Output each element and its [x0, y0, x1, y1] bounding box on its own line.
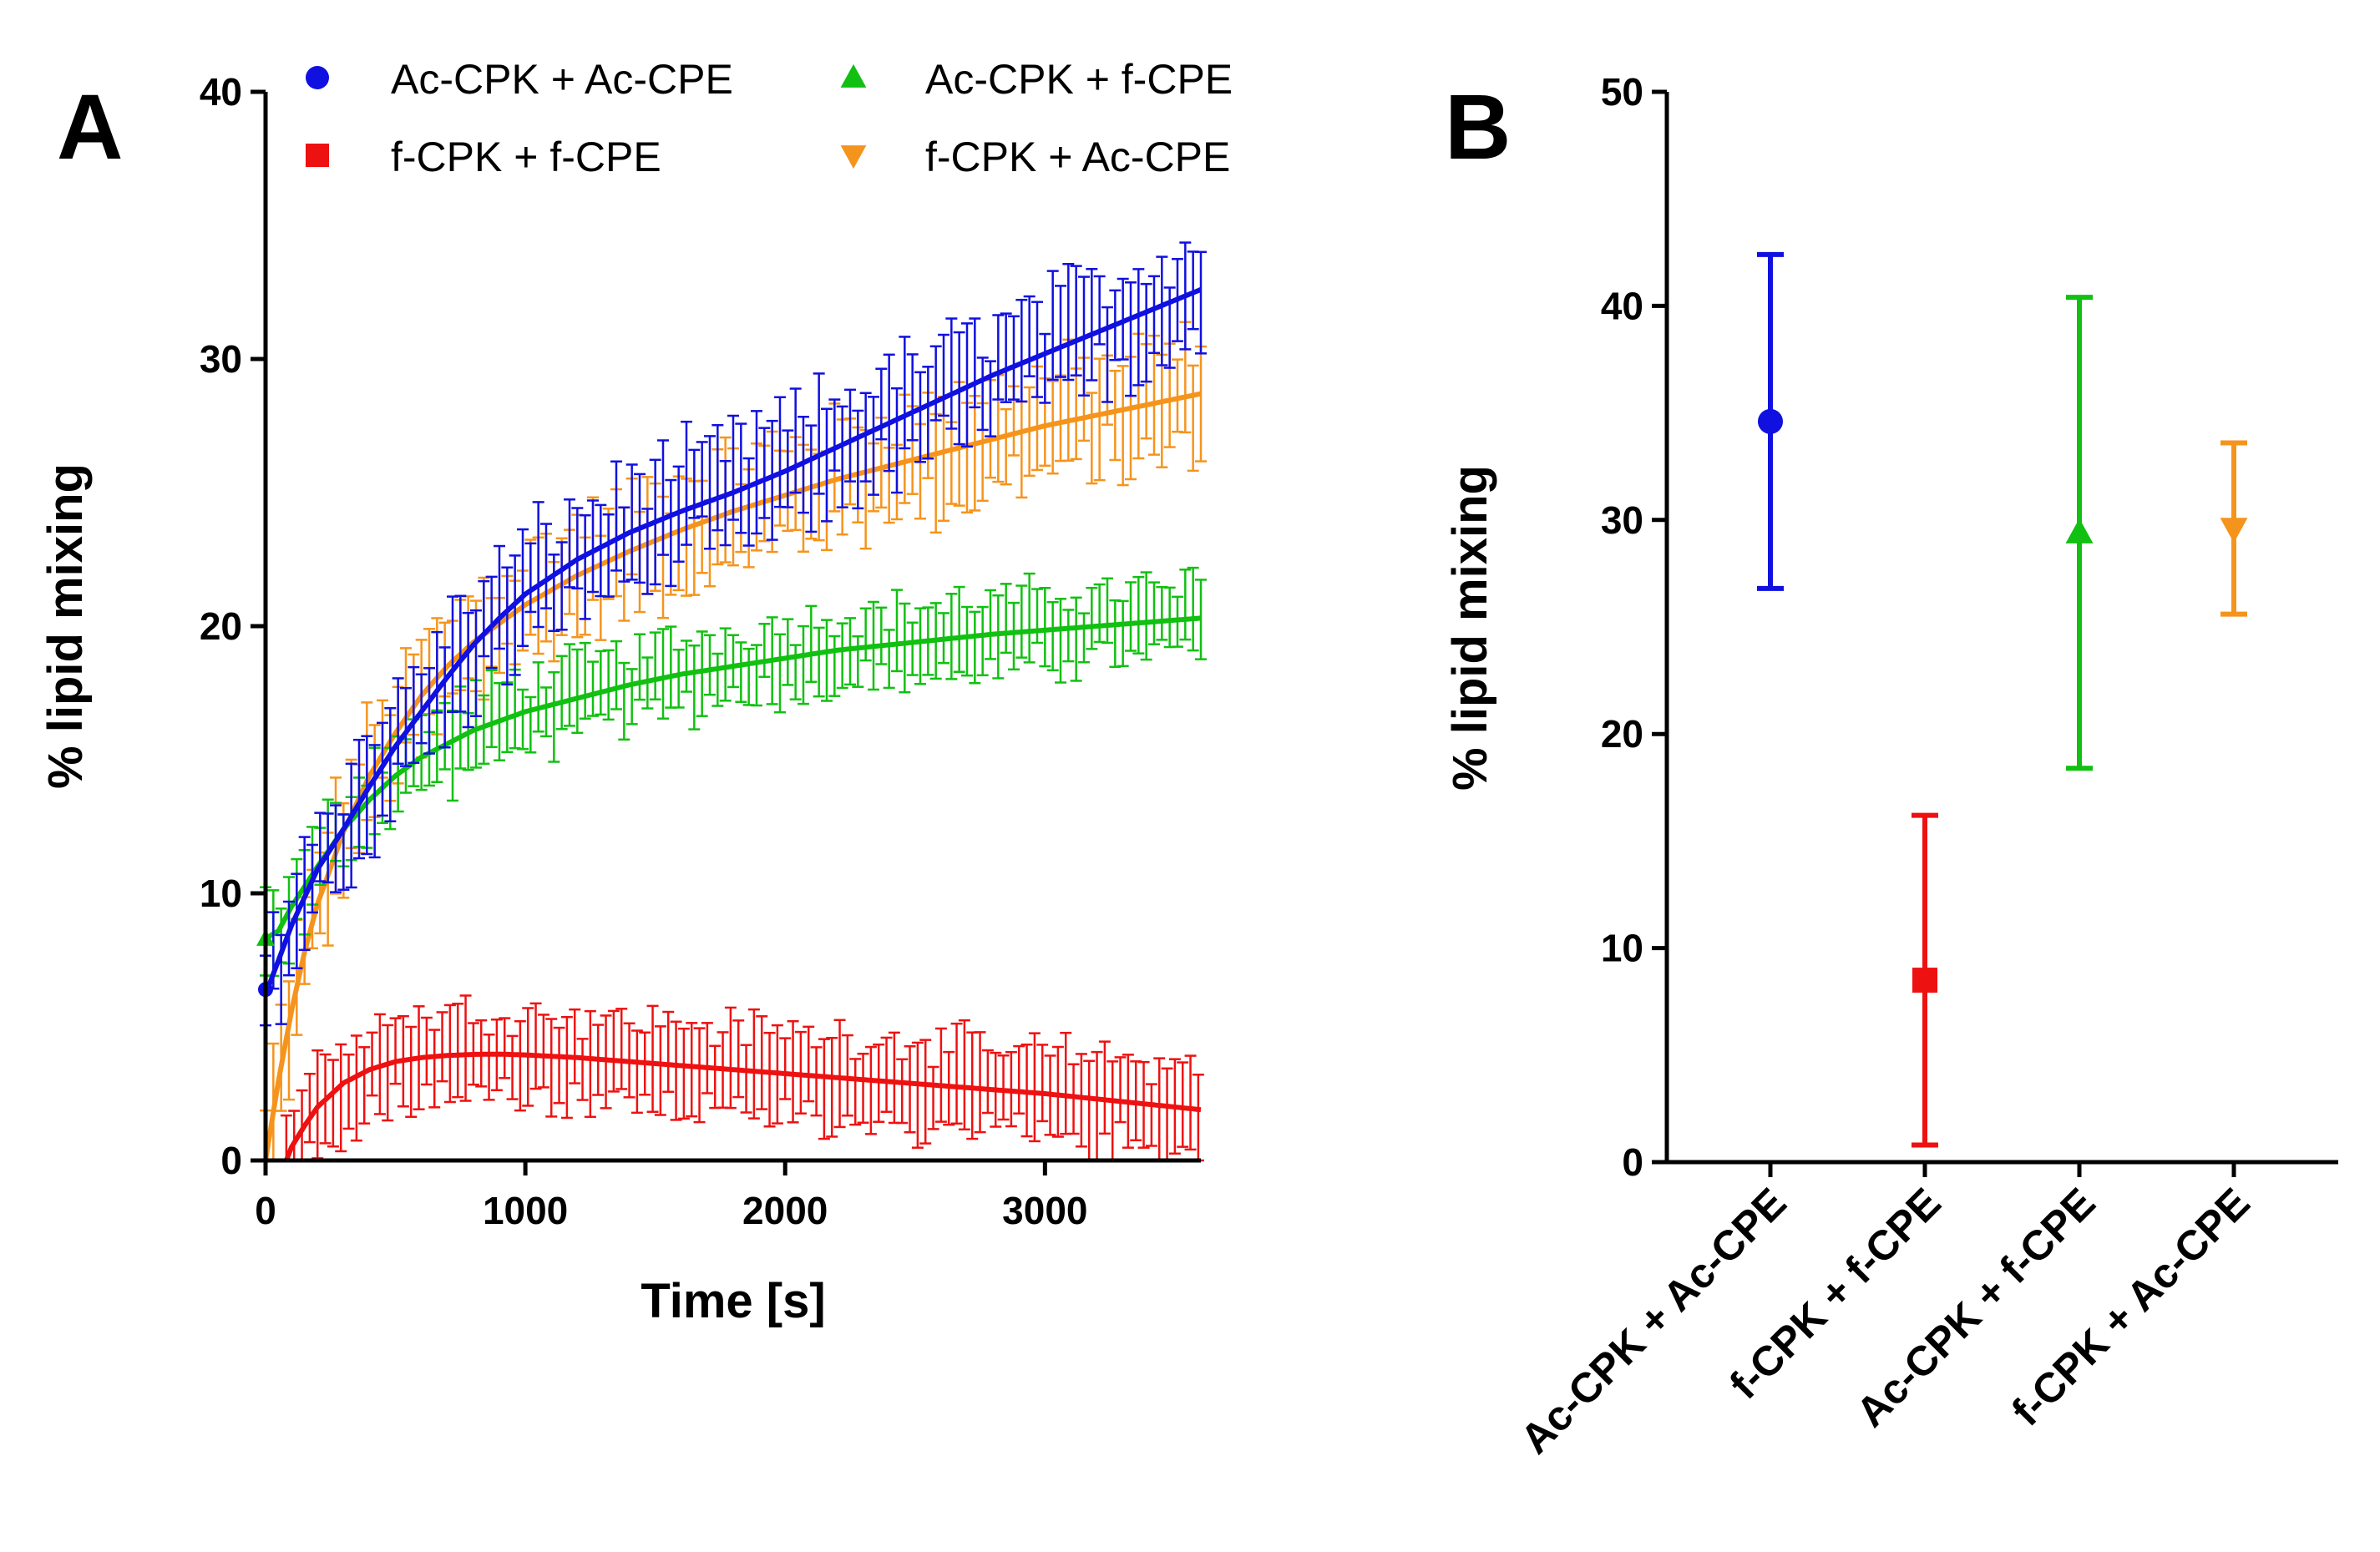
panel-b-x-ticks	[1768, 1162, 2236, 1177]
panel-a-x-ticks: 0 1000 2000 3000	[255, 1160, 1088, 1232]
y-tick-label: 40	[1601, 284, 1643, 327]
data-point-triangle-up	[2065, 518, 2094, 543]
legend-item-f-cpk-f-cpe: f-CPK + f-CPE	[306, 134, 661, 180]
data-point-circle	[1758, 408, 1783, 434]
legend-marker-circle	[306, 66, 329, 89]
point-ac-cpk-f-cpe	[2065, 295, 2094, 771]
fit-curve	[284, 1051, 1202, 1162]
legend-marker-triangle-down	[840, 145, 867, 169]
point-ac-cpk-ac-cpe	[1757, 251, 1784, 591]
x-tick-label: 0	[255, 1189, 276, 1232]
legend-item-ac-cpk-ac-cpe: Ac-CPK + Ac-CPE	[306, 56, 733, 103]
panel-b-plot-area	[1757, 251, 2248, 1148]
legend-marker-circle	[306, 66, 329, 89]
legend-label: Ac-CPK + Ac-CPE	[391, 56, 733, 103]
point-f-cpk-ac-cpe	[2220, 440, 2248, 617]
y-tick-label: 20	[200, 604, 242, 648]
legend-panel-a: Ac-CPK + Ac-CPE Ac-CPK + f-CPE f-CPK + f…	[306, 56, 1233, 180]
legend-marker-triangle-down	[840, 145, 867, 169]
legend-marker-triangle-up	[840, 63, 867, 88]
series-f-cpk-f-cpe	[280, 994, 1204, 1162]
data-point-triangle-down	[2220, 518, 2248, 543]
panel-a-x-axis-title: Time [s]	[641, 1274, 825, 1328]
y-tick-label: 50	[1601, 70, 1643, 114]
point-f-cpk-f-cpe	[1912, 812, 1938, 1148]
fit-curve	[263, 287, 1203, 996]
y-tick-label: 0	[220, 1139, 242, 1182]
y-tick-label: 10	[200, 872, 242, 915]
panel-b-y-ticks: 0 10 20 30 40 50	[1601, 70, 1667, 1184]
y-tick-label: 0	[1622, 1140, 1643, 1184]
legend-item-f-cpk-ac-cpe: f-CPK + Ac-CPE	[840, 134, 1230, 180]
legend-item-ac-cpk-f-cpe: Ac-CPK + f-CPE	[840, 56, 1233, 103]
series-ac-cpk-ac-cpe	[260, 241, 1207, 1027]
legend-label: Ac-CPK + f-CPE	[925, 56, 1233, 103]
x-tick-label: 2000	[742, 1189, 828, 1232]
y-tick-label: 30	[200, 337, 242, 381]
x-tick-label: 3000	[1002, 1189, 1087, 1232]
x-tick-label: 1000	[483, 1189, 568, 1232]
y-tick-label: 40	[200, 70, 242, 114]
panel-a-letter: A	[57, 76, 123, 179]
legend-marker-square	[306, 144, 329, 167]
legend-marker-triangle-up	[840, 63, 867, 88]
panel-b-letter: B	[1445, 76, 1511, 179]
panel-a-y-ticks: 0 10 20 30 40	[200, 70, 266, 1182]
panel-a-y-axis-title: % lipid mixing	[38, 463, 93, 789]
panel-a-plot-area	[256, 241, 1207, 1162]
legend-marker-square	[306, 144, 329, 167]
y-tick-label: 30	[1601, 498, 1643, 542]
legend-label: f-CPK + f-CPE	[391, 134, 661, 180]
y-tick-label: 10	[1601, 927, 1643, 970]
panel-b-y-axis-title: % lipid mixing	[1443, 465, 1497, 791]
fit-curve	[264, 615, 1202, 941]
series-ac-cpk-f-cpe	[260, 566, 1207, 978]
data-point-square	[1912, 968, 1937, 993]
legend-label: f-CPK + Ac-CPE	[925, 134, 1230, 180]
panel-a: A Ac-CPK + Ac-CPE Ac-CPK + f-CPE f-CPK +…	[38, 56, 1233, 1328]
y-tick-label: 20	[1601, 712, 1643, 756]
category-label: Ac-CPK + Ac-CPE	[1512, 1179, 1795, 1463]
